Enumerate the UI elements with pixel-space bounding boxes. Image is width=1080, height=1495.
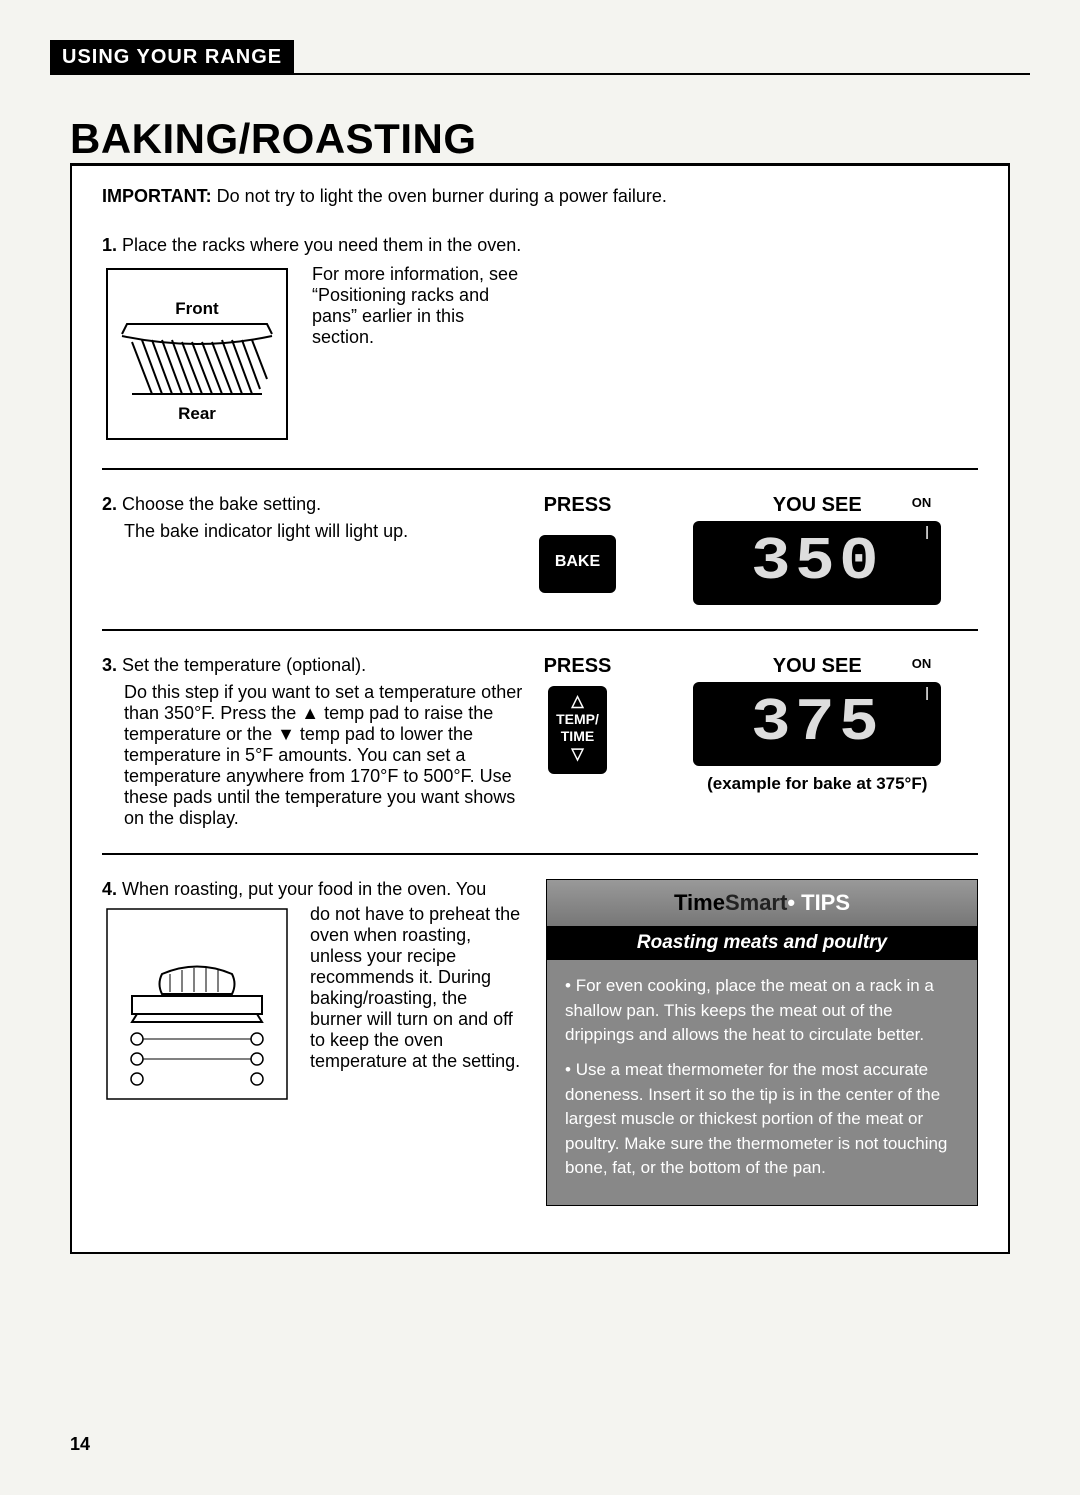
display-panel-350: | 350 xyxy=(693,521,941,605)
step-1: 1. Place the racks where you need them i… xyxy=(102,219,978,460)
display-value-350: 350 xyxy=(751,529,883,597)
tips-body: • For even cooking, place the meat on a … xyxy=(547,960,977,1205)
rear-label: Rear xyxy=(178,404,216,423)
press-label-2: PRESS xyxy=(522,494,632,517)
temp-label-1: TEMP/ xyxy=(556,711,599,728)
tips-box: TimeSmart• TIPS Roasting meats and poult… xyxy=(546,879,978,1206)
header-bar: USING YOUR RANGE xyxy=(50,40,294,75)
important-label: IMPORTANT: xyxy=(102,186,212,206)
step-4-aside: do not have to preheat the oven when roa… xyxy=(310,904,522,1104)
step-1-num: 1. xyxy=(102,235,117,255)
temp-time-button[interactable]: △ TEMP/ TIME ▽ xyxy=(548,686,607,770)
display-panel-375: | 375 xyxy=(693,682,941,766)
on-label-3: ON xyxy=(912,656,932,671)
tips-title: TimeSmart• TIPS xyxy=(547,880,977,926)
content-box: IMPORTANT: Do not try to light the oven … xyxy=(70,163,1010,1254)
important-note: IMPORTANT: Do not try to light the oven … xyxy=(102,186,978,207)
yousee-label-2: YOU SEE xyxy=(773,494,862,516)
step-2-lead: Choose the bake setting. xyxy=(122,494,321,514)
bake-button[interactable]: BAKE xyxy=(539,535,616,589)
step-4: 4. When roasting, put your food in the o… xyxy=(102,863,978,1222)
tips-bullet-1: • For even cooking, place the meat on a … xyxy=(565,974,959,1048)
step-2-num: 2. xyxy=(102,494,117,514)
step-2: 2. Choose the bake setting. The bake ind… xyxy=(102,478,978,621)
oven-rack-diagram: Front xyxy=(102,264,292,444)
step-4-lead: When roasting, put your food in the oven… xyxy=(122,879,486,899)
tips-bullet-2: • Use a meat thermometer for the most ac… xyxy=(565,1058,959,1181)
press-label-3: PRESS xyxy=(522,655,632,678)
step-3-num: 3. xyxy=(102,655,117,675)
tips-subtitle: Roasting meats and poultry xyxy=(547,926,977,960)
step-3-lead: Set the temperature (optional). xyxy=(122,655,366,675)
temp-label-2: TIME xyxy=(556,728,599,745)
section-header: USING YOUR RANGE xyxy=(50,40,1030,75)
step-1-aside: For more information, see “Positioning r… xyxy=(312,264,522,444)
step-2-body: The bake indicator light will light up. xyxy=(124,521,522,542)
yousee-label-3: YOU SEE xyxy=(773,655,862,677)
page-number: 14 xyxy=(70,1434,1030,1455)
on-indicator-icon: | xyxy=(923,525,931,541)
important-text: Do not try to light the oven burner duri… xyxy=(217,186,667,206)
page-title: BAKING/ROASTING xyxy=(70,115,1030,163)
step-3-body: Do this step if you want to set a temper… xyxy=(124,682,522,829)
front-label: Front xyxy=(175,299,219,318)
display-value-375: 375 xyxy=(751,690,883,758)
example-text: (example for bake at 375°F) xyxy=(656,774,978,794)
temp-down-icon: ▽ xyxy=(556,745,599,764)
step-3: 3. Set the temperature (optional). Do th… xyxy=(102,639,978,845)
on-indicator-icon-3: | xyxy=(923,686,931,702)
temp-up-icon: △ xyxy=(556,692,599,711)
roasting-pan-diagram xyxy=(102,904,292,1104)
step-4-num: 4. xyxy=(102,879,117,899)
on-label-2: ON xyxy=(912,495,932,510)
step-1-lead: Place the racks where you need them in t… xyxy=(122,235,521,255)
